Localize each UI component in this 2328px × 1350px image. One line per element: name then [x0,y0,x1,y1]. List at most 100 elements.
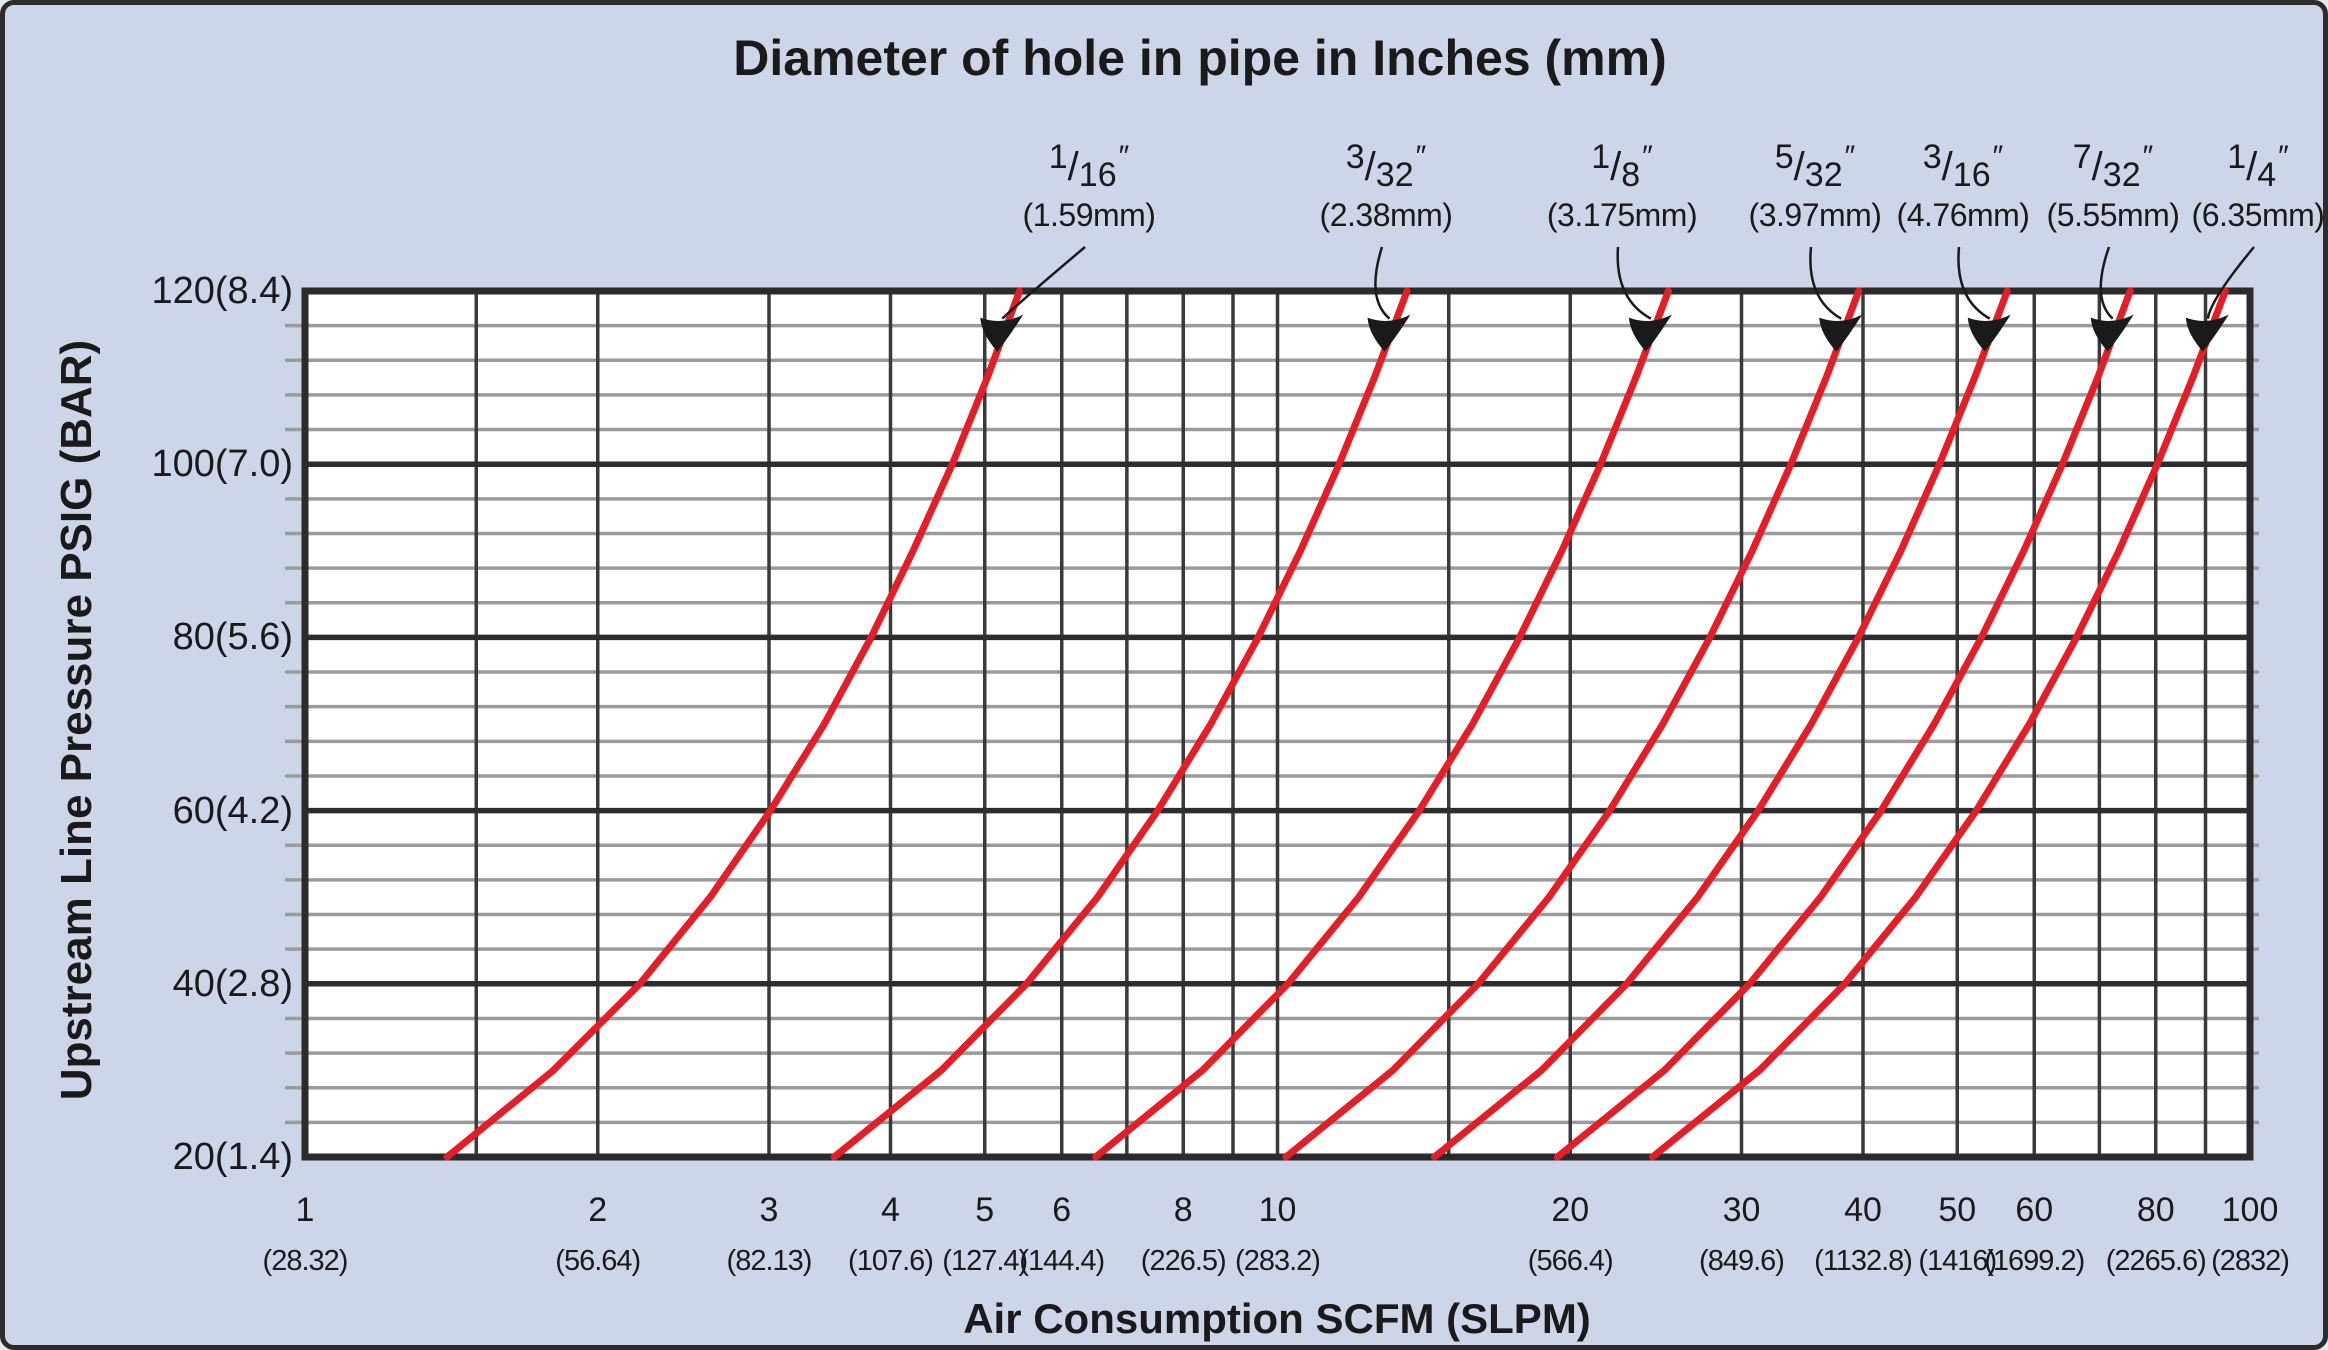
arrowhead-icon [2185,314,2229,352]
x-tick-slpm: (82.13) [726,1245,813,1277]
arrowhead-icon [2090,314,2134,352]
x-tick-scfm: 2 [588,1191,608,1229]
hole-size-mm: (1.59mm) [1022,197,1156,233]
x-tick-slpm: (28.32) [262,1245,349,1277]
arrowhead-icon [1967,314,2011,352]
fraction-part: 4 [2257,156,2277,194]
hole-size-fraction: 3/32″ [1320,140,1453,199]
x-tick-scfm: 40 [1844,1191,1882,1229]
x-tick-slpm: (2832) [2211,1245,2290,1277]
hole-size-mm: (5.55mm) [2046,197,2180,233]
fraction-part: 32 [1804,156,1843,194]
fraction-part: ″ [1118,140,1130,173]
plot-area [285,246,2259,1161]
flow-curve-3-16 [1430,287,2011,1161]
hole-size-fraction: 1/4″ [2192,140,2323,199]
x-tick-scfm: 50 [1938,1191,1977,1229]
x-tick-slpm: (56.64) [555,1245,641,1277]
fraction-part: 3 [1922,138,1942,176]
fraction-part: / [1067,145,1079,189]
x-tick-slpm: (283.2) [1235,1245,1321,1277]
hole-size-label: 1/8″ (3.175mm) [1546,140,1698,233]
fraction-part: / [1364,145,1376,189]
x-tick-slpm: (566.4) [1527,1245,1614,1277]
y-axis-title: Upstream Line Pressure PSIG (BAR) [52,339,101,1101]
hole-size-mm: (3.175mm) [1546,197,1698,233]
fraction-part: 32 [1375,156,1414,194]
hole-size-fraction: 3/16″ [1897,140,2030,199]
hole-size-label: 5/32″ (3.97mm) [1748,140,1882,233]
x-tick-scfm: 20 [1551,1191,1590,1229]
flow-curve-5-32 [1282,287,1863,1161]
y-tick-label: 100(7.0) [151,443,293,486]
hole-size-label: 1/4″ (6.35mm) [2191,140,2325,233]
fraction-part: 1 [2227,138,2247,176]
arrowhead-icon [1819,314,1863,352]
x-tick-slpm: (849.6) [1699,1245,1785,1277]
fraction-part: ″ [2142,140,2154,173]
x-tick-slpm: (1699.2) [1984,1245,2085,1277]
plot-border [301,287,2254,1161]
fraction-part: ″ [2278,140,2289,173]
hole-size-mm: (4.76mm) [1896,197,2030,233]
x-tick-scfm: 100 [2221,1191,2279,1229]
chart-title: Diameter of hole in pipe in Inches (mm) [733,30,1667,86]
x-tick-scfm: 6 [1052,1191,1072,1229]
arrowhead-icon [980,314,1024,352]
y-tick-label: 120(8.4) [151,270,293,312]
hole-size-label: 7/32″ (5.55mm) [2046,140,2180,233]
fraction-part: 7 [2072,138,2092,176]
arrowhead-icon [1367,314,1411,352]
fraction-part: / [2091,145,2103,189]
x-tick-scfm: 30 [1722,1191,1761,1229]
flow-curve-3-32 [830,287,1411,1161]
fraction-part: 3 [1345,138,1365,176]
x-tick-slpm: (1132.8) [1814,1245,1913,1277]
arrow-line [1374,246,1391,320]
x-tick-scfm: 4 [881,1191,900,1229]
fraction-part: 32 [2102,156,2141,194]
fraction-part: / [1610,145,1622,189]
hole-size-mm: (6.35mm) [2191,197,2325,233]
fraction-part: ″ [1415,140,1427,173]
fraction-part: 16 [1078,156,1117,194]
x-tick-scfm: 1 [295,1191,315,1229]
x-tick-scfm: 5 [975,1191,995,1229]
fraction-part: ″ [1992,140,2004,173]
y-tick-label: 60(4.2) [172,789,293,832]
x-tick-slpm: (144.4) [1019,1245,1105,1277]
x-tick-scfm: 3 [759,1191,779,1229]
x-tick-slpm: (127.4) [942,1245,1028,1277]
arrow-line [1809,246,1842,320]
hole-size-label: 3/32″ (2.38mm) [1319,140,1453,233]
flow-curve-1-4 [1649,287,2229,1161]
x-axis-title: Air Consumption SCFM (SLPM) [963,1295,1591,1342]
x-tick-scfm: 80 [2136,1191,2175,1229]
hole-size-fraction: 7/32″ [2047,140,2180,199]
flow-curve-1-16 [443,287,1024,1161]
hole-size-mm: (3.97mm) [1748,197,1882,233]
hole-size-mm: (2.38mm) [1319,197,1453,233]
arrow-line [2099,246,2114,320]
flow-curve-1-8 [1092,287,1672,1161]
flow-curve-7-32 [1553,287,2134,1161]
hole-size-fraction: 1/8″ [1547,140,1697,199]
fraction-part: 16 [1952,156,1991,194]
x-tick-slpm: (226.5) [1140,1245,1227,1277]
fraction-part: 8 [1621,156,1641,194]
x-tick-scfm: 8 [1173,1191,1193,1229]
hole-size-label: 3/16″ (4.76mm) [1896,140,2030,233]
fraction-part: 1 [1048,138,1068,176]
arrow-line [1001,246,1086,320]
fraction-part: / [1941,145,1953,189]
fraction-part: 1 [1591,138,1611,176]
fraction-part: / [2246,145,2258,189]
fraction-part: ″ [1844,140,1856,173]
hole-size-fraction: 5/32″ [1749,140,1882,199]
x-tick-slpm: (107.6) [848,1245,934,1277]
hole-size-fraction: 1/16″ [1023,140,1156,199]
fraction-part: / [1793,145,1805,189]
arrow-line [2206,246,2255,319]
hole-size-label: 1/16″ (1.59mm) [1022,140,1156,233]
